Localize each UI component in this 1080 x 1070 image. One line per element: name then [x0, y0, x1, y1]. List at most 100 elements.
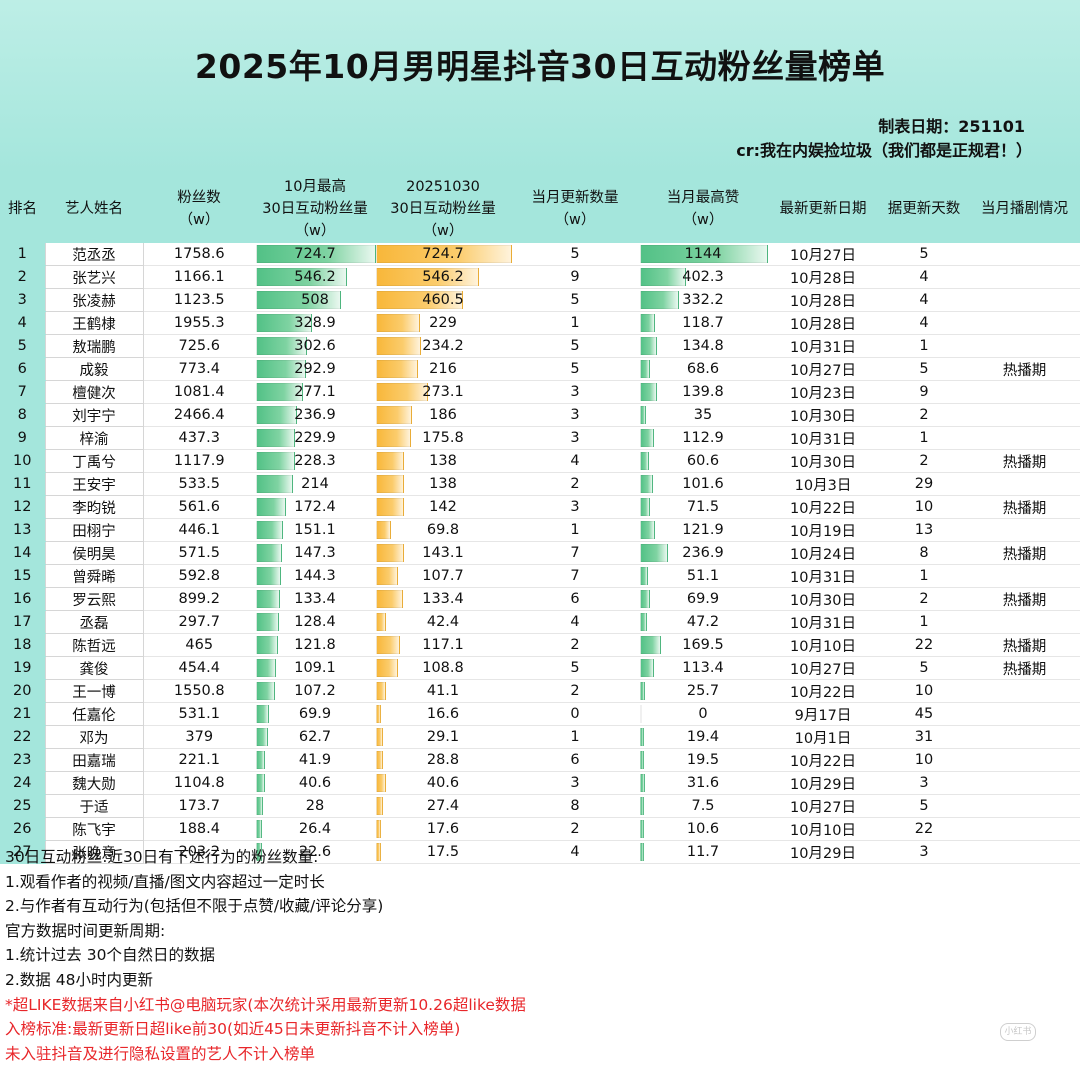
likes-cell: 402.3 — [639, 265, 767, 289]
rank-cell: 25 — [0, 794, 45, 818]
max30-value: 62.7 — [298, 729, 332, 745]
updates-cell: 5 — [511, 243, 639, 266]
likes-bar — [640, 659, 654, 677]
drama-cell — [969, 748, 1080, 772]
max30-cell: 41.9 — [255, 748, 375, 772]
likes-cell: 19.4 — [639, 725, 767, 749]
name-cell: 田栩宁 — [44, 518, 144, 542]
d1030-cell: 138 — [375, 472, 511, 496]
drama-cell — [969, 725, 1080, 749]
max30-cell: 26.4 — [255, 817, 375, 841]
likes-value: 113.4 — [682, 660, 724, 676]
likes-cell: 169.5 — [639, 633, 767, 657]
max30-value: 328.9 — [294, 315, 336, 331]
likes-cell: 10.6 — [639, 817, 767, 841]
likes-cell: 51.1 — [639, 564, 767, 588]
d1030-value: 724.7 — [422, 246, 464, 262]
rank-cell: 2 — [0, 265, 45, 289]
max30-value: 292.9 — [294, 361, 336, 377]
name-cell: 任嘉伦 — [44, 702, 144, 726]
table-row: 12 李昀锐 561.6 172.4 142 3 71.5 10月22日 10 热播期 — [0, 495, 1080, 519]
table-row: 13 田栩宁 446.1 151.1 69.8 1 121.9 10月19日 13 — [0, 518, 1080, 542]
d1030-value: 142 — [429, 499, 457, 515]
likes-bar — [640, 682, 645, 700]
table-row: 7 檀健次 1081.4 277.1 273.1 3 139.8 10月23日 9 — [0, 380, 1080, 404]
col-header-rank: 排名 — [0, 175, 45, 243]
rank-cell: 14 — [0, 541, 45, 565]
max30-value: 302.6 — [294, 338, 336, 354]
drama-cell — [969, 518, 1080, 542]
max30-value: 151.1 — [294, 522, 336, 538]
likes-cell: 134.8 — [639, 334, 767, 358]
max30-value: 724.7 — [294, 246, 336, 262]
d1030-bar — [376, 544, 404, 562]
d1030-bar — [376, 383, 428, 401]
table-row: 16 罗云熙 899.2 133.4 133.4 6 69.9 10月30日 2 热播期 — [0, 587, 1080, 611]
col-header-days: 据更新天数 — [879, 175, 969, 243]
max30-cell: 62.7 — [255, 725, 375, 749]
col-header-drama: 当月播剧情况 — [969, 175, 1080, 243]
updates-cell: 5 — [511, 656, 639, 680]
rank-cell: 10 — [0, 449, 45, 473]
fans-cell: 899.2 — [143, 587, 255, 611]
max30-bar — [256, 452, 295, 470]
d1030-cell: 27.4 — [375, 794, 511, 818]
col-header-fans: 粉丝数 （w） — [143, 175, 255, 243]
d1030-value: 138 — [429, 476, 457, 492]
max30-cell: 28 — [255, 794, 375, 818]
drama-cell — [969, 265, 1080, 289]
likes-bar — [640, 705, 642, 723]
rank-cell: 12 — [0, 495, 45, 519]
d1030-bar — [376, 774, 386, 792]
likes-value: 169.5 — [682, 637, 724, 653]
table-row: 19 龚俊 454.4 109.1 108.8 5 113.4 10月27日 5 热播期 — [0, 656, 1080, 680]
updates-cell: 3 — [511, 426, 639, 450]
updates-cell: 3 — [511, 380, 639, 404]
d1030-value: 216 — [429, 361, 457, 377]
updates-cell: 3 — [511, 771, 639, 795]
updates-cell: 9 — [511, 265, 639, 289]
name-cell: 丁禹兮 — [44, 449, 144, 473]
d1030-cell: 142 — [375, 495, 511, 519]
table-row: 15 曾舜晞 592.8 144.3 107.7 7 51.1 10月31日 1 — [0, 564, 1080, 588]
table-row: 4 王鹤棣 1955.3 328.9 229 1 118.7 10月28日 4 — [0, 311, 1080, 335]
rank-cell: 22 — [0, 725, 45, 749]
max30-value: 28 — [305, 798, 325, 814]
max30-bar — [256, 774, 265, 792]
days-cell: 4 — [879, 311, 969, 335]
fans-cell: 531.1 — [143, 702, 255, 726]
d1030-bar — [376, 475, 404, 493]
likes-cell: 60.6 — [639, 449, 767, 473]
likes-value: 7.5 — [691, 798, 715, 814]
likes-cell: 0 — [639, 702, 767, 726]
likes-value: 69.9 — [686, 591, 720, 607]
d1030-value: 460.5 — [422, 292, 464, 308]
fans-cell: 437.3 — [143, 426, 255, 450]
max30-cell: 133.4 — [255, 587, 375, 611]
likes-bar — [640, 728, 644, 746]
max30-bar — [256, 705, 269, 723]
days-cell: 5 — [879, 656, 969, 680]
fans-cell: 592.8 — [143, 564, 255, 588]
updates-cell: 2 — [511, 633, 639, 657]
name-cell: 檀健次 — [44, 380, 144, 404]
name-cell: 丞磊 — [44, 610, 144, 634]
likes-bar — [640, 613, 647, 631]
last-update-cell: 10月27日 — [767, 357, 879, 381]
drama-cell — [969, 334, 1080, 358]
max30-value: 107.2 — [294, 683, 336, 699]
days-cell: 2 — [879, 403, 969, 427]
drama-cell: 热播期 — [969, 587, 1080, 611]
max30-value: 546.2 — [294, 269, 336, 285]
name-cell: 邓为 — [44, 725, 144, 749]
d1030-cell: 143.1 — [375, 541, 511, 565]
max30-cell: 228.3 — [255, 449, 375, 473]
rank-cell: 17 — [0, 610, 45, 634]
updates-cell: 5 — [511, 334, 639, 358]
updates-cell: 6 — [511, 587, 639, 611]
drama-cell — [969, 840, 1080, 864]
d1030-value: 28.8 — [426, 752, 460, 768]
d1030-bar — [376, 291, 463, 309]
drama-cell: 热播期 — [969, 495, 1080, 519]
rank-cell: 6 — [0, 357, 45, 381]
